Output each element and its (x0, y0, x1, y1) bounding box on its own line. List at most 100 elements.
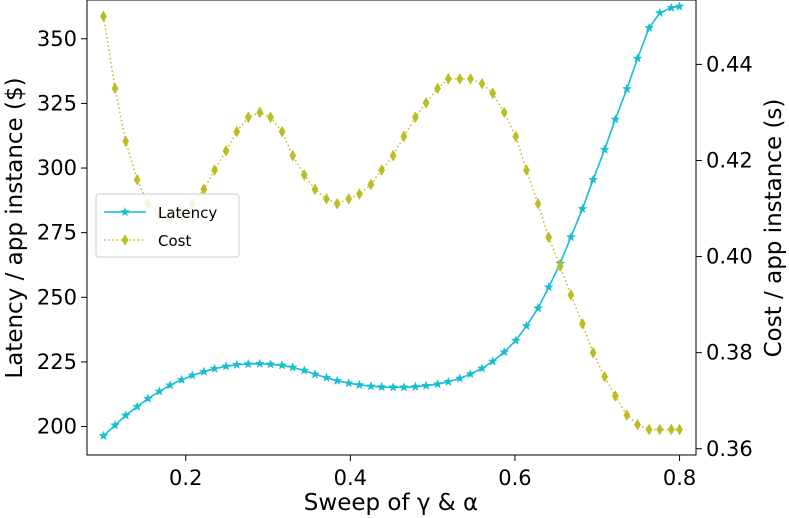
data-point-cost (456, 72, 464, 85)
data-point-latency (277, 360, 287, 370)
data-point-latency (265, 359, 276, 369)
plot-frame (86, 0, 697, 456)
data-point-cost (567, 289, 575, 301)
data-point-latency (110, 420, 120, 430)
data-point-cost (122, 135, 130, 148)
data-point-cost (578, 317, 586, 330)
data-point-latency (254, 358, 265, 368)
data-point-latency (533, 303, 543, 313)
data-point-cost (611, 390, 619, 402)
data-point-latency (588, 174, 599, 184)
left-y-axis-title: Latency / app instance ($) (2, 77, 28, 378)
data-point-cost (389, 149, 397, 162)
right-y-tick-label: 0.44 (706, 52, 753, 76)
data-point-cost (556, 260, 564, 273)
data-point-cost (111, 82, 119, 95)
data-point-latency (154, 386, 165, 396)
data-point-latency (299, 365, 310, 375)
legend-label-cost: Cost (158, 232, 191, 250)
data-point-latency (310, 369, 320, 379)
data-point-latency (176, 374, 187, 384)
data-point-cost (489, 87, 497, 100)
legend-marker-latency (120, 206, 130, 217)
data-point-cost (333, 197, 341, 210)
data-point-latency (198, 366, 209, 376)
left-y-tick-label: 300 (37, 156, 77, 180)
right-y-axis-title: Cost / app instance (s) (761, 99, 787, 358)
data-point-latency (454, 373, 465, 383)
data-point-cost (523, 164, 530, 176)
x-tick-label: 0.6 (498, 466, 531, 490)
data-point-latency (376, 381, 387, 392)
right-y-tick-label: 0.42 (706, 148, 753, 172)
legend-marker-shape (120, 206, 130, 217)
data-point-latency (209, 363, 220, 373)
data-point-latency (654, 7, 665, 18)
data-point-latency (599, 144, 610, 154)
data-point-latency (366, 381, 376, 391)
legend: Latency Cost (95, 193, 240, 258)
x-axis-ticks: 0.2 0.4 0.6 0.8 (169, 455, 696, 490)
data-point-latency (621, 83, 632, 94)
data-point-cost (100, 10, 107, 23)
data-point-cost (467, 72, 474, 85)
data-point-latency (521, 320, 532, 331)
data-point-latency (674, 1, 685, 11)
left-y-tick-label: 250 (37, 285, 77, 309)
data-point-latency (499, 346, 510, 357)
data-point-cost (545, 231, 553, 244)
data-point-cost (623, 409, 631, 422)
legend-marker-shape (121, 234, 129, 246)
x-tick-label: 0.4 (334, 466, 367, 490)
data-point-cost (289, 149, 297, 162)
data-point-cost (478, 77, 486, 90)
left-y-tick-label: 275 (37, 221, 77, 245)
data-point-cost (645, 423, 653, 436)
data-point-cost (422, 96, 430, 109)
data-point-cost (634, 418, 642, 431)
series-layer (98, 1, 685, 441)
data-point-cost (512, 130, 520, 143)
data-point-cost (211, 164, 218, 176)
data-point-cost (256, 106, 264, 119)
data-point-latency (98, 430, 109, 441)
data-point-latency (120, 410, 131, 420)
x-tick-label: 0.2 (169, 466, 202, 490)
data-point-cost (278, 125, 286, 138)
data-point-latency (465, 368, 476, 379)
legend-box (95, 193, 240, 258)
data-point-latency (510, 335, 521, 345)
data-point-latency (443, 376, 454, 387)
data-point-latency (321, 372, 332, 382)
left-y-tick-label: 200 (37, 415, 77, 439)
data-point-latency (610, 114, 621, 124)
data-point-cost (345, 193, 353, 205)
data-point-latency (332, 375, 343, 385)
data-point-latency (388, 382, 399, 392)
x-tick-label: 0.8 (663, 466, 696, 490)
data-point-latency (231, 359, 242, 369)
data-point-latency (421, 380, 431, 390)
legend-label-latency: Latency (158, 204, 217, 222)
right-y-axis-ticks: 0.36 0.38 0.40 0.42 0.44 (696, 52, 753, 461)
data-point-cost (367, 178, 375, 191)
data-point-cost (534, 197, 542, 210)
data-point-cost (300, 168, 308, 181)
data-point-latency (132, 401, 143, 411)
data-point-latency (187, 370, 198, 380)
right-y-tick-label: 0.36 (706, 437, 753, 461)
data-point-latency (410, 381, 421, 391)
data-point-latency (577, 203, 588, 214)
data-point-cost (378, 164, 386, 176)
left-y-tick-label: 325 (37, 91, 77, 115)
data-point-latency (243, 358, 254, 369)
data-point-cost (244, 111, 252, 124)
data-point-latency (666, 2, 677, 12)
data-point-latency (543, 282, 554, 292)
data-point-latency (632, 53, 643, 63)
data-point-cost (656, 423, 664, 436)
data-point-cost (267, 111, 274, 124)
data-point-cost (444, 72, 452, 85)
data-point-cost (400, 130, 408, 143)
